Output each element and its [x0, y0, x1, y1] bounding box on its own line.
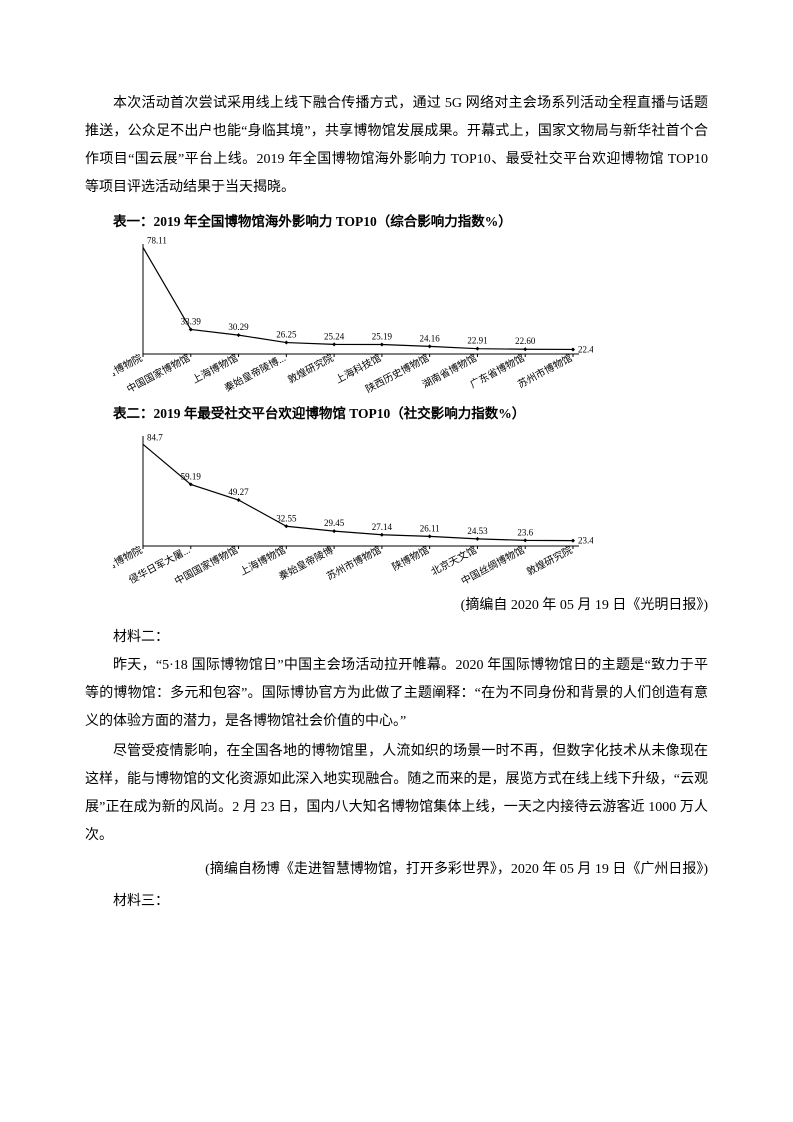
value-label: 23.43 [578, 536, 593, 546]
chart1-title: 表一：2019 年全国博物馆海外影响力 TOP10（综合影响力指数%） [113, 210, 708, 230]
data-marker [475, 347, 479, 351]
axis [143, 244, 579, 354]
data-marker [284, 341, 288, 345]
data-marker [523, 347, 527, 351]
value-label: 25.19 [372, 331, 393, 341]
paragraph-5: 尽管受疫情影响，在全国各地的博物馆里，人流如织的场景一时不再，但数字化技术从未像… [85, 738, 708, 850]
value-label: 29.45 [324, 518, 345, 528]
data-marker [428, 534, 432, 538]
value-label: 25.24 [324, 331, 345, 341]
value-label: 24.16 [420, 333, 441, 343]
material-3-label: 材料三： [85, 888, 708, 916]
x-label: 苏州市博物馆 [515, 351, 574, 391]
x-label: 敦煌研究院 [285, 351, 335, 386]
value-label: 22.91 [467, 336, 487, 346]
paragraph-4: 昨天，“5·18 国际博物馆日”中国主会场活动拉开帷幕。2020 年国际博物馆日… [85, 652, 708, 736]
value-label: 22.48 [578, 344, 593, 354]
data-marker [475, 537, 479, 541]
value-label: 22.60 [515, 336, 536, 346]
value-label: 78.11 [147, 235, 167, 245]
axis [143, 436, 579, 546]
page: 本次活动首次尝试采用线上线下融合传播方式，通过 5G 网络对主会场系列活动全程直… [0, 0, 793, 976]
data-marker [380, 533, 384, 537]
value-label: 27.14 [372, 522, 393, 532]
chart1: 78.11 33.39 30.29 26.25 25.24 25.19 24.16 22.91… [113, 234, 593, 394]
chart2-title: 表二：2019 年最受社交平台欢迎博物馆 TOP10（社交影响力指数%） [113, 402, 708, 422]
value-label: 26.11 [420, 523, 440, 533]
x-label: 敦煌研究院 [524, 543, 574, 578]
value-label: 33.39 [181, 316, 202, 326]
data-marker [571, 347, 575, 351]
value-label: 84.7 [147, 432, 163, 442]
value-label: 32.55 [276, 513, 297, 523]
data-marker [428, 344, 432, 348]
source-2: (摘编自杨博《走进智慧博物馆，打开多彩世界》，2020 年 05 月 19 日《… [85, 856, 708, 884]
value-label: 30.29 [228, 322, 249, 332]
paragraph-1: 本次活动首次尝试采用线上线下融合传播方式，通过 5G 网络对主会场系列活动全程直… [85, 90, 708, 202]
data-marker [237, 333, 241, 337]
chart1-container: 78.11 33.39 30.29 26.25 25.24 25.19 24.16 22.91… [113, 234, 708, 394]
data-marker [332, 529, 336, 533]
chart2-container: 84.7 59.19 49.27 32.55 29.45 27.14 26.11 24.53 2… [113, 426, 708, 586]
data-marker [523, 538, 527, 542]
data-line [143, 247, 573, 349]
chart2: 84.7 59.19 49.27 32.55 29.45 27.14 26.11 24.53 2… [113, 426, 593, 586]
data-line [143, 444, 573, 540]
data-marker [571, 539, 575, 543]
x-label: 苏州市博物馆 [324, 543, 383, 583]
data-marker [380, 342, 384, 346]
source-1: (摘编自 2020 年 05 月 19 日《光明日报》) [85, 592, 708, 620]
x-label: 陕博物馆 [390, 543, 431, 573]
material-2-label: 材料二： [85, 624, 708, 652]
value-label: 49.27 [228, 487, 249, 497]
data-marker [332, 342, 336, 346]
value-label: 23.6 [517, 527, 533, 537]
value-label: 26.25 [276, 330, 297, 340]
value-label: 59.19 [181, 471, 202, 481]
value-label: 24.53 [467, 526, 488, 536]
